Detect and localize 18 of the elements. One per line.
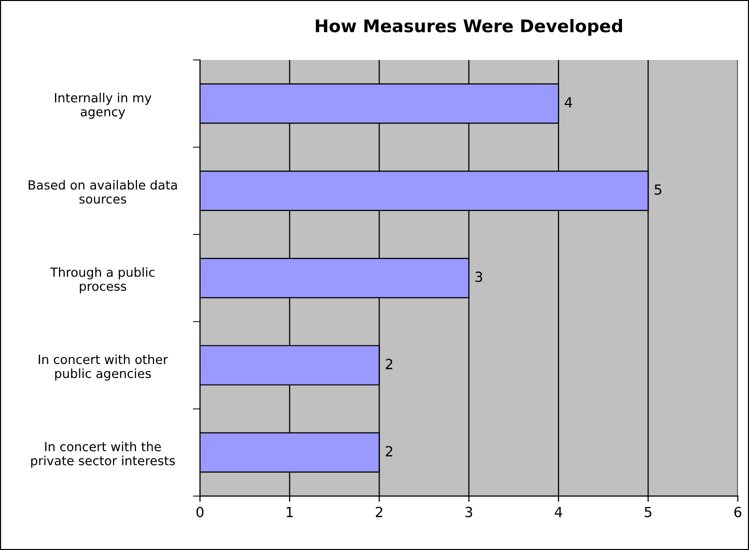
y-tick-label: In concert with the private sector interests bbox=[31, 442, 175, 468]
x-tick-label: 6 bbox=[734, 506, 742, 518]
x-tick-label: 1 bbox=[286, 506, 293, 518]
y-tick-label: Through a public process bbox=[50, 267, 155, 294]
y-tick-label: Based on available data sources bbox=[28, 180, 177, 204]
y-tick-label: Internally in my agency bbox=[55, 92, 152, 119]
y-tick-label: In concert with other public agencies bbox=[38, 354, 168, 381]
chart-title: How Measures Were Developed bbox=[316, 18, 622, 36]
x-tick-label: 2 bbox=[376, 506, 382, 518]
x-tick-label: 0 bbox=[196, 506, 204, 518]
data-label: 5 bbox=[654, 184, 662, 195]
data-label: 2 bbox=[386, 358, 392, 370]
data-label: 2 bbox=[386, 446, 392, 456]
data-label: 3 bbox=[475, 272, 482, 282]
x-tick-label: 5 bbox=[644, 506, 652, 518]
x-tick-label: 4 bbox=[554, 506, 562, 518]
x-tick-label: 3 bbox=[466, 506, 472, 518]
data-label: 4 bbox=[564, 97, 572, 108]
